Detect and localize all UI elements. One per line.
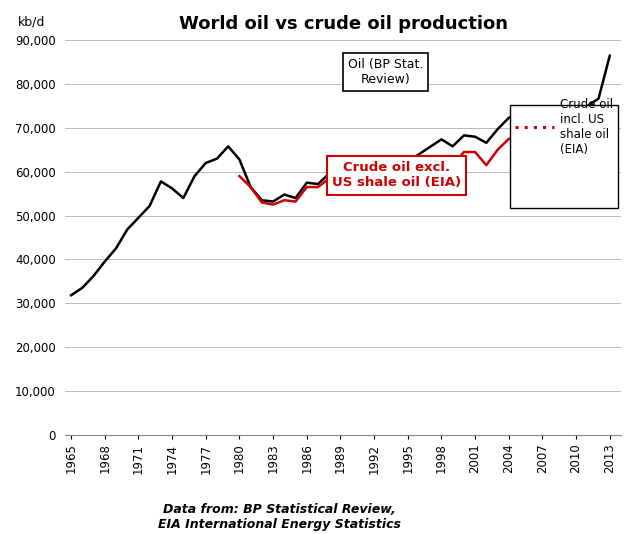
Title: World oil vs crude oil production: World oil vs crude oil production (179, 15, 508, 33)
Text: kb/d: kb/d (18, 15, 46, 28)
Text: Data from: BP Statistical Review,
EIA International Energy Statistics: Data from: BP Statistical Review, EIA In… (158, 504, 401, 531)
Text: Oil (BP Stat.
Review): Oil (BP Stat. Review) (348, 58, 423, 87)
FancyBboxPatch shape (510, 105, 618, 208)
Text: Crude oil excl.
US shale oil (EIA): Crude oil excl. US shale oil (EIA) (332, 161, 461, 189)
Text: Crude oil
incl. US
shale oil
(EIA): Crude oil incl. US shale oil (EIA) (560, 98, 613, 156)
